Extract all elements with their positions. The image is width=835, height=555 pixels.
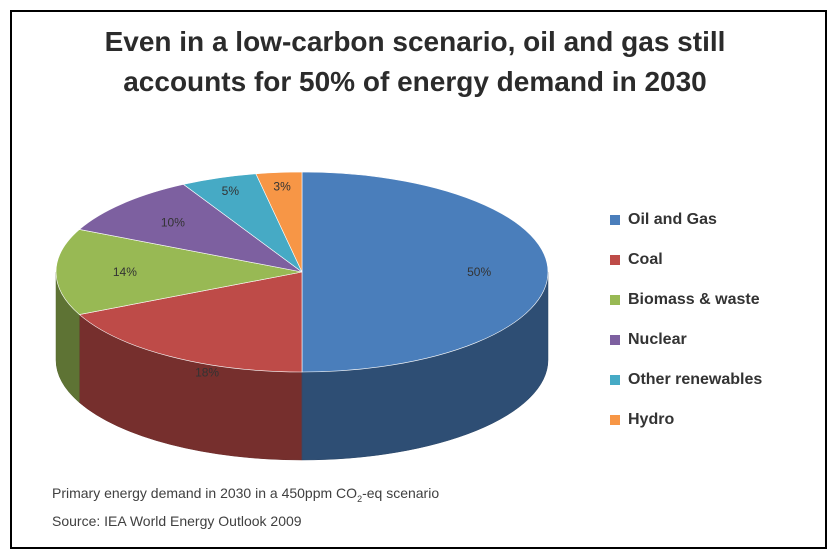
chart-title-line-1: Even in a low-carbon scenario, oil and g… xyxy=(104,26,726,57)
legend-swatch xyxy=(610,335,620,345)
footnote-text-1: Primary energy demand in 2030 in a 450pp… xyxy=(52,485,358,501)
legend-item-other-renewables: Other renewables xyxy=(610,360,820,400)
data-label-oil-and-gas: 50% xyxy=(467,265,491,279)
data-label-hydro: 3% xyxy=(273,179,291,193)
legend-item-hydro: Hydro xyxy=(610,400,820,440)
pie-slice-oil-and-gas xyxy=(301,171,549,373)
legend-swatch xyxy=(610,415,620,425)
pie-slice-hydro xyxy=(255,171,303,273)
data-label-nuclear: 10% xyxy=(161,216,185,230)
legend-label: Biomass & waste xyxy=(628,291,760,308)
legend-swatch xyxy=(610,215,620,225)
legend-swatch xyxy=(610,375,620,385)
legend-label: Coal xyxy=(628,251,663,268)
pie-slice-biomass-waste xyxy=(55,229,303,315)
data-label-biomass-waste: 14% xyxy=(113,265,137,279)
data-label-other-renewables: 5% xyxy=(222,184,240,198)
footnote-line-1: Primary energy demand in 2030 in a 450pp… xyxy=(52,482,439,510)
legend-item-biomass-waste: Biomass & waste xyxy=(610,280,820,320)
data-label-coal: 18% xyxy=(195,365,219,379)
legend-label: Other renewables xyxy=(628,371,763,388)
footnote-subscript: 2 xyxy=(357,493,363,504)
legend-item-oil-and-gas: Oil and Gas xyxy=(610,200,820,240)
chart-footnote: Primary energy demand in 2030 in a 450pp… xyxy=(52,482,439,532)
legend-item-nuclear: Nuclear xyxy=(610,320,820,360)
legend-swatch xyxy=(610,295,620,305)
legend-swatch xyxy=(610,255,620,265)
pie-slice-nuclear xyxy=(78,184,303,273)
chart-legend: Oil and Gas Coal Biomass & waste Nuclear Oth… xyxy=(610,200,820,440)
footnote-line-2: Source: IEA World Energy Outlook 2009 xyxy=(52,512,302,529)
legend-label: Nuclear xyxy=(628,331,687,348)
chart-title-line-2: accounts for 50% of energy demand in 203… xyxy=(123,66,707,97)
pie-slice-coal xyxy=(78,271,303,373)
footnote-text-1b: -eq scenario xyxy=(362,485,440,501)
legend-item-coal: Coal xyxy=(610,240,820,280)
legend-label: Hydro xyxy=(628,411,675,428)
legend-label: Oil and Gas xyxy=(628,211,717,228)
chart-title: Even in a low-carbon scenario, oil and g… xyxy=(30,22,800,102)
